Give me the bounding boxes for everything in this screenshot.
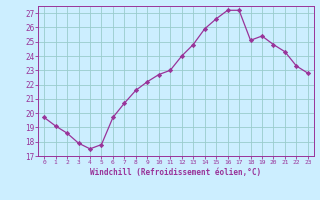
- X-axis label: Windchill (Refroidissement éolien,°C): Windchill (Refroidissement éolien,°C): [91, 168, 261, 177]
